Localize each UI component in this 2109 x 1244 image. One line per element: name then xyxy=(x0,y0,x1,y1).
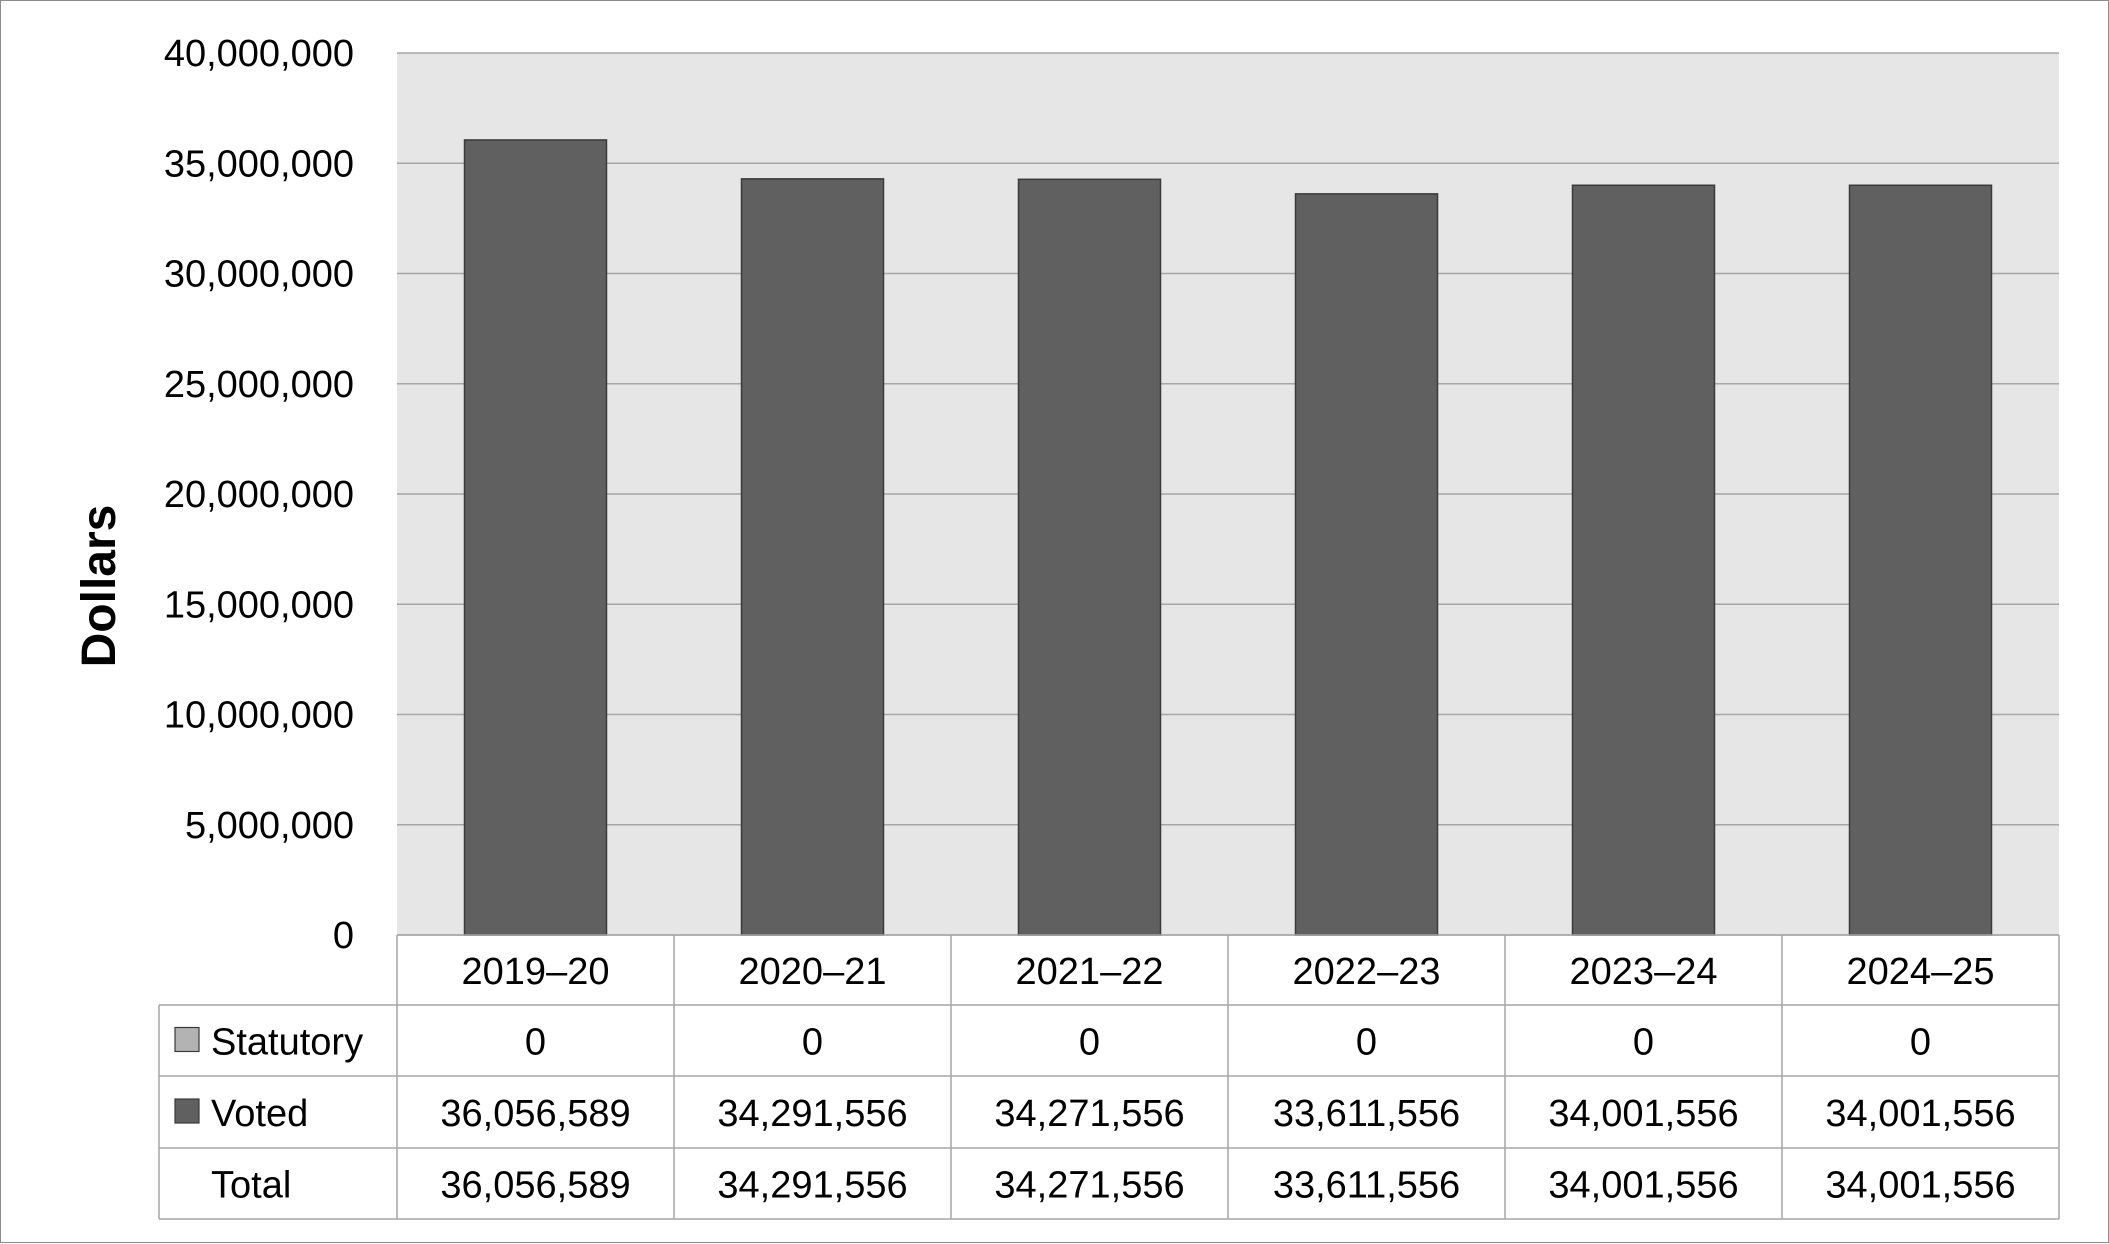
data-label-voted: 34,271,556 xyxy=(994,1093,1184,1135)
data-label-voted: 33,611,556 xyxy=(1273,1093,1460,1135)
y-tick-label: 25,000,000 xyxy=(164,364,354,406)
y-tick-label: 10,000,000 xyxy=(164,695,354,737)
bar-voted xyxy=(463,139,608,936)
legend-label-total: Total xyxy=(211,1165,291,1207)
x-tick-label: 2019–20 xyxy=(462,951,610,993)
data-label-voted: 34,001,556 xyxy=(1825,1093,2015,1135)
legend-swatch-voted xyxy=(174,1098,200,1124)
bars xyxy=(463,139,1993,936)
legend-label-statutory: Statutory xyxy=(211,1022,363,1064)
bar-voted xyxy=(1848,184,1993,936)
data-label-total: 34,271,556 xyxy=(994,1165,1184,1207)
data-label-voted: 34,001,556 xyxy=(1548,1093,1738,1135)
bar-voted xyxy=(740,178,885,936)
legend-label-voted: Voted xyxy=(211,1093,308,1135)
data-table: 2019–20 2020–21 2021–22 2022–23 2023–24 2024–… xyxy=(158,934,2060,1220)
data-label-voted: 34,291,556 xyxy=(717,1093,907,1135)
data-label-statutory: 0 xyxy=(1356,1022,1377,1064)
data-label-total: 34,001,556 xyxy=(1825,1165,2015,1207)
bar-voted xyxy=(1017,178,1162,936)
y-axis-ticks: 0 5,000,000 10,000,000 15,000,000 20,000,000… xyxy=(164,33,354,957)
data-label-voted: 36,056,589 xyxy=(440,1093,630,1135)
data-label-statutory: 0 xyxy=(1910,1022,1931,1064)
x-tick-label: 2021–22 xyxy=(1016,951,1164,993)
data-label-statutory: 0 xyxy=(1633,1022,1654,1064)
x-tick-label: 2020–21 xyxy=(739,951,887,993)
data-label-total: 33,611,556 xyxy=(1273,1165,1460,1207)
bar-voted xyxy=(1294,193,1439,936)
x-tick-label: 2024–25 xyxy=(1847,951,1995,993)
y-tick-label: 35,000,000 xyxy=(164,143,354,185)
y-tick-label: 5,000,000 xyxy=(185,805,354,847)
data-label-statutory: 0 xyxy=(802,1022,823,1064)
y-axis-label: Dollars xyxy=(73,505,126,668)
data-label-total: 34,001,556 xyxy=(1548,1165,1738,1207)
x-tick-label: 2023–24 xyxy=(1570,951,1718,993)
data-label-statutory: 0 xyxy=(525,1022,546,1064)
y-tick-label: 40,000,000 xyxy=(164,33,354,75)
legend-swatch-statutory xyxy=(174,1026,200,1053)
x-tick-label: 2022–23 xyxy=(1293,951,1441,993)
y-tick-label: 0 xyxy=(333,915,354,957)
y-tick-label: 20,000,000 xyxy=(164,474,354,516)
y-tick-label: 15,000,000 xyxy=(164,584,354,626)
data-label-total: 36,056,589 xyxy=(440,1165,630,1207)
data-label-total: 34,291,556 xyxy=(717,1165,907,1207)
data-label-statutory: 0 xyxy=(1079,1022,1100,1064)
y-tick-label: 30,000,000 xyxy=(164,254,354,296)
bar-voted xyxy=(1571,184,1716,936)
